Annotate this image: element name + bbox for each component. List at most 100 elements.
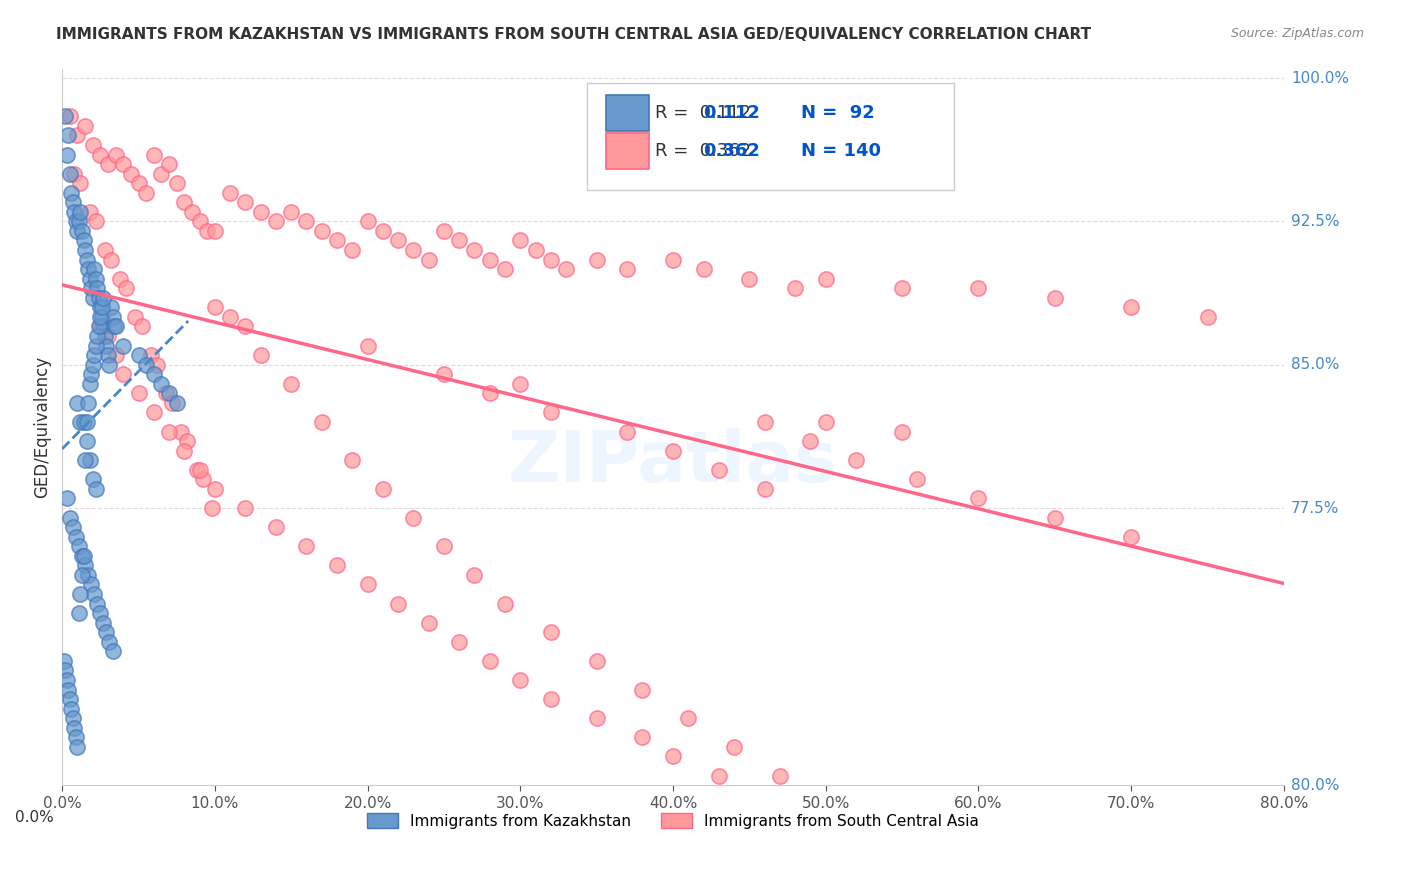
Point xyxy=(509,376,531,391)
Point xyxy=(295,214,318,228)
Point xyxy=(82,138,104,153)
Point xyxy=(326,558,349,573)
Point xyxy=(84,338,107,352)
Point xyxy=(157,425,180,439)
Point xyxy=(79,204,101,219)
Point xyxy=(478,654,501,668)
Point xyxy=(188,463,211,477)
Point xyxy=(62,195,84,210)
Text: R =  0.362: R = 0.362 xyxy=(655,142,751,160)
Point xyxy=(707,463,730,477)
Point xyxy=(494,262,516,277)
Point xyxy=(280,204,302,219)
Point xyxy=(89,606,111,620)
Point xyxy=(814,415,837,429)
Point xyxy=(69,587,91,601)
Point xyxy=(186,463,208,477)
Point xyxy=(108,271,131,285)
Point xyxy=(124,310,146,324)
Point xyxy=(616,425,638,439)
Text: 0.362: 0.362 xyxy=(703,142,761,160)
Point xyxy=(66,739,89,754)
Text: ZIPatlas: ZIPatlas xyxy=(508,428,838,497)
Point xyxy=(799,434,821,449)
Point xyxy=(662,252,685,267)
Legend: Immigrants from Kazakhstan, Immigrants from South Central Asia: Immigrants from Kazakhstan, Immigrants f… xyxy=(361,806,986,835)
Text: N =  92: N = 92 xyxy=(801,104,875,122)
Point xyxy=(235,195,257,210)
Point xyxy=(93,615,115,630)
Point xyxy=(100,301,122,315)
Point xyxy=(371,482,394,496)
Point xyxy=(785,281,807,295)
Point xyxy=(82,291,104,305)
Text: 80.0%: 80.0% xyxy=(1291,778,1339,793)
Point xyxy=(478,252,501,267)
Point xyxy=(90,310,112,324)
Point xyxy=(150,376,173,391)
Point xyxy=(433,224,456,238)
Text: 0.0%: 0.0% xyxy=(15,810,53,825)
Point xyxy=(166,176,188,190)
Point xyxy=(494,597,516,611)
Point xyxy=(72,234,94,248)
Point xyxy=(723,739,745,754)
Point xyxy=(63,204,86,219)
Point xyxy=(76,415,98,429)
Point xyxy=(204,224,226,238)
Point xyxy=(166,396,188,410)
Point xyxy=(201,501,224,516)
Point xyxy=(104,147,127,161)
Point xyxy=(1043,510,1066,524)
Point xyxy=(63,167,86,181)
Point xyxy=(77,568,100,582)
Point xyxy=(509,234,531,248)
Point xyxy=(82,472,104,486)
Point xyxy=(662,749,685,764)
Point xyxy=(80,281,103,295)
Point xyxy=(93,319,115,334)
Point xyxy=(157,386,180,401)
Point xyxy=(418,252,440,267)
Point xyxy=(79,453,101,467)
Point xyxy=(77,396,100,410)
Point xyxy=(356,577,378,591)
Point xyxy=(845,453,868,467)
Point xyxy=(52,654,75,668)
Point xyxy=(142,405,165,419)
Point xyxy=(160,396,183,410)
Point xyxy=(170,425,193,439)
Point xyxy=(1043,291,1066,305)
Text: 100.0%: 100.0% xyxy=(1291,70,1348,86)
Point xyxy=(150,167,173,181)
Point xyxy=(135,186,157,200)
Point xyxy=(738,271,761,285)
Point xyxy=(80,577,103,591)
FancyBboxPatch shape xyxy=(606,95,648,131)
Point xyxy=(219,310,242,324)
Point xyxy=(707,768,730,782)
Point xyxy=(62,711,84,725)
Point xyxy=(112,368,135,382)
Point xyxy=(678,711,700,725)
Point xyxy=(70,568,93,582)
Point xyxy=(112,157,135,171)
Point xyxy=(616,262,638,277)
Point xyxy=(631,682,654,697)
Point xyxy=(65,214,87,228)
Point xyxy=(433,539,456,553)
Text: 0.112: 0.112 xyxy=(703,104,761,122)
Point xyxy=(155,386,177,401)
Point xyxy=(311,415,333,429)
Point xyxy=(89,301,111,315)
Point xyxy=(235,501,257,516)
Point xyxy=(342,453,364,467)
Point xyxy=(540,405,562,419)
Point xyxy=(83,348,105,362)
Point xyxy=(433,368,456,382)
Point xyxy=(195,224,218,238)
Point xyxy=(65,731,87,745)
Point xyxy=(101,310,124,324)
Point xyxy=(86,281,108,295)
Point xyxy=(449,234,471,248)
